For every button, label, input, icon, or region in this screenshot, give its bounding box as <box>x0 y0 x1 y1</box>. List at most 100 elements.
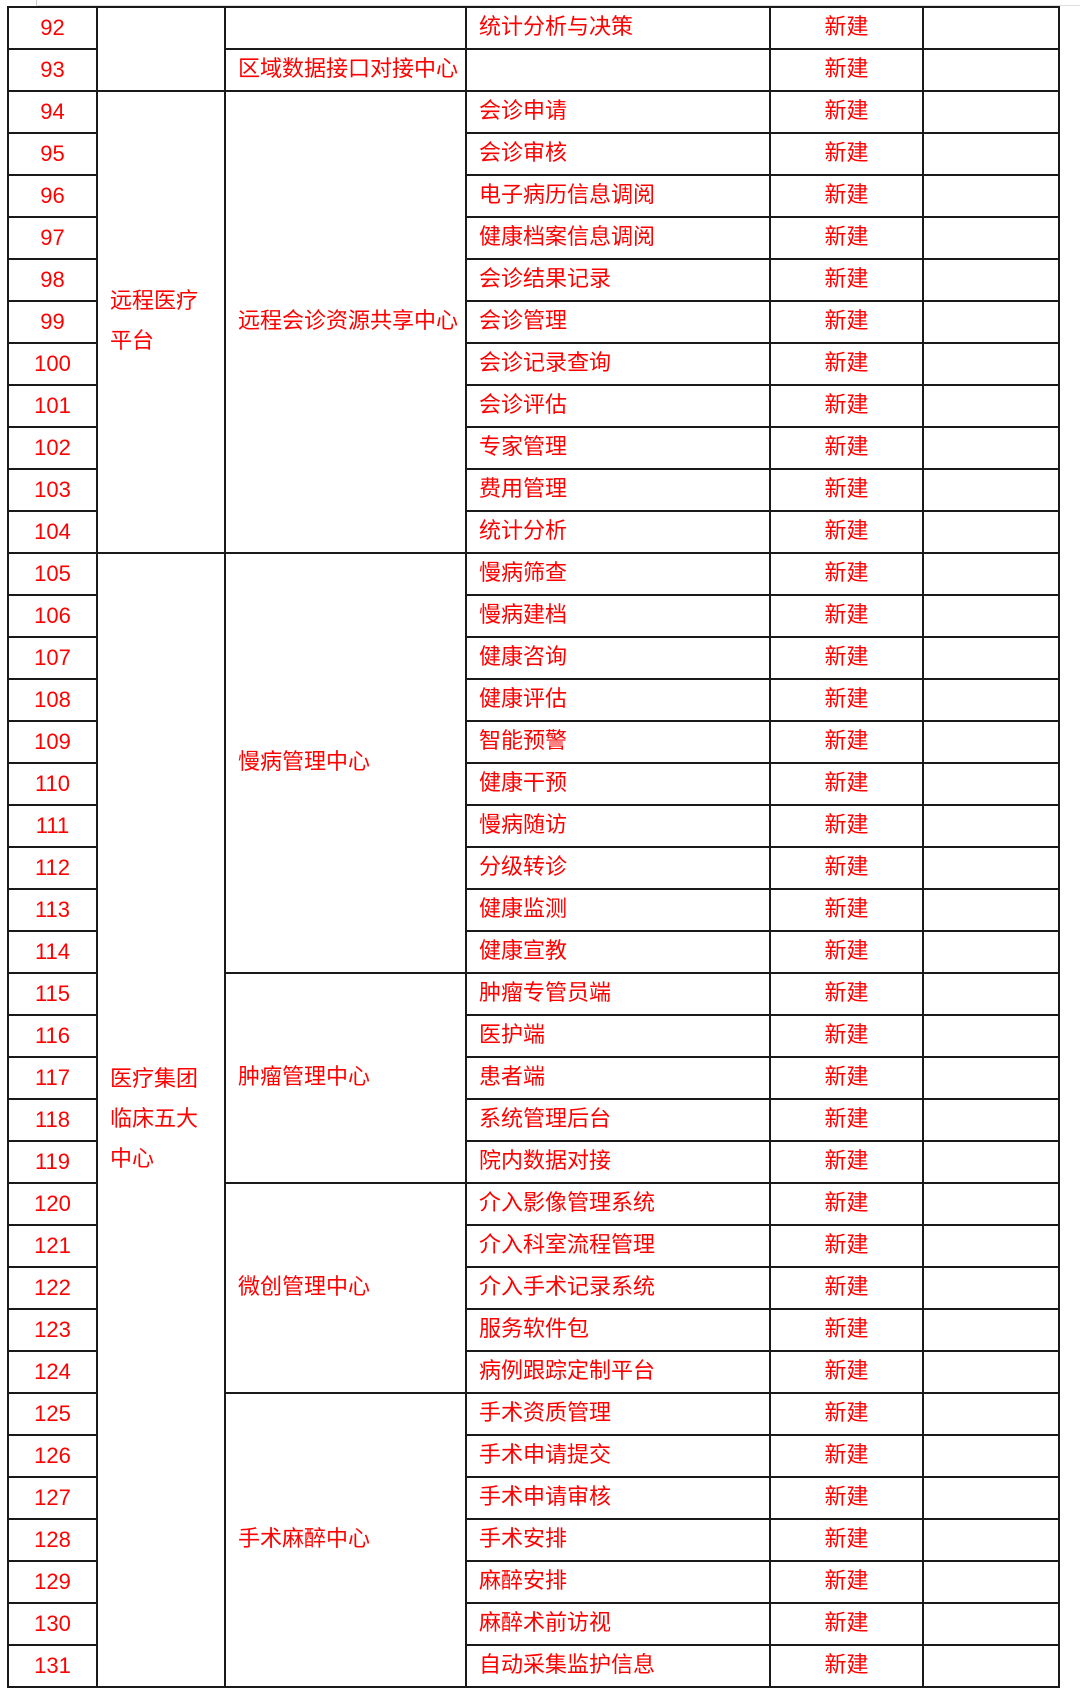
row-number: 107 <box>7 636 98 680</box>
row-number: 109 <box>7 720 98 764</box>
remark-cell <box>922 468 1060 512</box>
row-number: 99 <box>7 300 98 344</box>
status-cell: 新建 <box>769 972 924 1016</box>
remark-cell <box>922 6 1060 50</box>
function-name: 手术申请提交 <box>465 1434 771 1478</box>
platform-cell: 远程医疗平台 <box>96 90 226 554</box>
function-name: 专家管理 <box>465 426 771 470</box>
status-cell: 新建 <box>769 384 924 428</box>
status-cell: 新建 <box>769 1308 924 1352</box>
table-row: 110 健康干预 新建 <box>7 762 1060 806</box>
status-cell: 新建 <box>769 216 924 260</box>
feature-table: 92 统计分析与决策 新建 93 区域数据接口对接中心 新建 94 远程医疗平台 远程会诊资源共… <box>7 6 1060 1688</box>
status-cell: 新建 <box>769 1182 924 1226</box>
row-number: 119 <box>7 1140 98 1184</box>
remark-cell <box>922 1560 1060 1604</box>
table-row: 112 分级转诊 新建 <box>7 846 1060 890</box>
status-cell: 新建 <box>769 594 924 638</box>
row-number: 125 <box>7 1392 98 1436</box>
status-cell: 新建 <box>769 1560 924 1604</box>
remark-cell <box>922 1140 1060 1184</box>
status-cell: 新建 <box>769 1644 924 1688</box>
status-cell: 新建 <box>769 132 924 176</box>
function-name: 会诊评估 <box>465 384 771 428</box>
row-number: 97 <box>7 216 98 260</box>
table-row: 102 专家管理 新建 <box>7 426 1060 470</box>
table-row: 130 麻醉术前访视 新建 <box>7 1602 1060 1646</box>
remark-cell <box>922 552 1060 596</box>
table-row: 125 手术麻醉中心 手术资质管理 新建 <box>7 1392 1060 1688</box>
platform-cell <box>96 6 226 92</box>
table-row: 123 服务软件包 新建 <box>7 1308 1060 1352</box>
table-row: 116 医护端 新建 <box>7 1014 1060 1058</box>
table-body: 92 统计分析与决策 新建 93 区域数据接口对接中心 新建 94 远程医疗平台 远程会诊资源共… <box>7 6 1060 1688</box>
row-number: 98 <box>7 258 98 302</box>
function-name <box>465 48 771 92</box>
function-name: 电子病历信息调阅 <box>465 174 771 218</box>
function-name: 慢病筛查 <box>465 552 771 596</box>
row-number: 114 <box>7 930 98 974</box>
table-row: 107 健康咨询 新建 <box>7 636 1060 680</box>
function-name: 统计分析与决策 <box>465 6 771 50</box>
remark-cell <box>922 174 1060 218</box>
center-name: 区域数据接口对接中心 <box>224 48 467 92</box>
function-name: 会诊管理 <box>465 300 771 344</box>
row-number: 108 <box>7 678 98 722</box>
remark-cell <box>922 1056 1060 1100</box>
row-number: 123 <box>7 1308 98 1352</box>
table-row: 113 健康监测 新建 <box>7 888 1060 932</box>
remark-cell <box>922 1434 1060 1478</box>
function-name: 介入手术记录系统 <box>465 1266 771 1310</box>
row-number: 112 <box>7 846 98 890</box>
function-name: 健康宣教 <box>465 930 771 974</box>
function-name: 费用管理 <box>465 468 771 512</box>
row-number: 95 <box>7 132 98 176</box>
row-number: 103 <box>7 468 98 512</box>
table-row: 129 麻醉安排 新建 <box>7 1560 1060 1604</box>
row-number: 118 <box>7 1098 98 1142</box>
function-name: 肿瘤专管员端 <box>465 972 771 1016</box>
remark-cell <box>922 300 1060 344</box>
function-name: 手术资质管理 <box>465 1392 771 1436</box>
table-row: 127 手术申请审核 新建 <box>7 1476 1060 1520</box>
status-cell: 新建 <box>769 720 924 764</box>
table-row: 115 肿瘤管理中心 肿瘤专管员端 新建 <box>7 972 1060 1184</box>
table-row: 96 电子病历信息调阅 新建 <box>7 174 1060 218</box>
function-name: 系统管理后台 <box>465 1098 771 1142</box>
center-name <box>224 6 467 50</box>
row-number: 122 <box>7 1266 98 1310</box>
remark-cell <box>922 258 1060 302</box>
function-name: 自动采集监护信息 <box>465 1644 771 1688</box>
row-number: 94 <box>7 90 98 134</box>
row-number: 104 <box>7 510 98 554</box>
function-name: 健康档案信息调阅 <box>465 216 771 260</box>
table-row: 114 健康宣教 新建 <box>7 930 1060 974</box>
remark-cell <box>922 132 1060 176</box>
table-row: 119 院内数据对接 新建 <box>7 1140 1060 1184</box>
table-row: 92 统计分析与决策 新建 <box>7 6 1060 92</box>
remark-cell <box>922 1266 1060 1310</box>
status-cell: 新建 <box>769 804 924 848</box>
table-row: 111 慢病随访 新建 <box>7 804 1060 848</box>
row-number: 92 <box>7 6 98 50</box>
status-cell: 新建 <box>769 762 924 806</box>
remark-cell <box>922 762 1060 806</box>
status-cell: 新建 <box>769 846 924 890</box>
function-name: 麻醉安排 <box>465 1560 771 1604</box>
table-row: 128 手术安排 新建 <box>7 1518 1060 1562</box>
table-row: 94 远程医疗平台 远程会诊资源共享中心 会诊申请 新建 <box>7 90 1060 554</box>
table-row: 100 会诊记录查询 新建 <box>7 342 1060 386</box>
table-row: 101 会诊评估 新建 <box>7 384 1060 428</box>
remark-cell <box>922 1518 1060 1562</box>
row-number: 126 <box>7 1434 98 1478</box>
function-name: 会诊审核 <box>465 132 771 176</box>
status-cell: 新建 <box>769 552 924 596</box>
table-row: 124 病例跟踪定制平台 新建 <box>7 1350 1060 1394</box>
table-row: 108 健康评估 新建 <box>7 678 1060 722</box>
center-name: 远程会诊资源共享中心 <box>224 90 467 554</box>
table-row: 117 患者端 新建 <box>7 1056 1060 1100</box>
row-number: 117 <box>7 1056 98 1100</box>
remark-cell <box>922 426 1060 470</box>
status-cell: 新建 <box>769 48 924 92</box>
center-name: 微创管理中心 <box>224 1182 467 1394</box>
